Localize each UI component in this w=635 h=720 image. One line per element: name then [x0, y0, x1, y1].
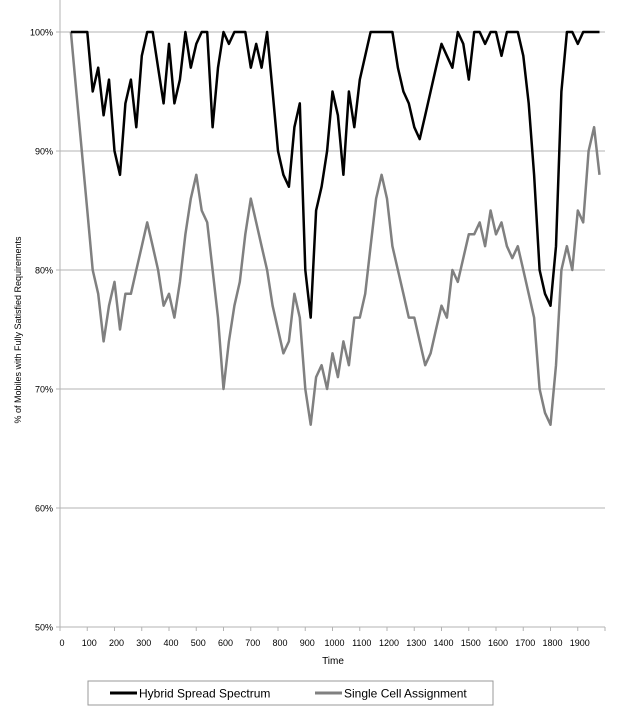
y-tick-label: 60% — [35, 504, 53, 514]
legend: Hybrid Spread Spectrum Single Cell Assig… — [87, 680, 494, 706]
legend-label-single-cell: Single Cell Assignment — [344, 687, 467, 701]
x-tick-label: 1600 — [488, 638, 508, 648]
series-line-single-cell-assignment — [69, 31, 601, 426]
legend-box — [87, 680, 494, 706]
y-tick-label: 100% — [30, 28, 53, 38]
x-tick-label: 1100 — [352, 638, 371, 648]
x-tick-label: 500 — [191, 638, 206, 648]
x-tick-label: 600 — [218, 638, 233, 648]
x-tick-label: 1500 — [461, 638, 481, 648]
gridlines — [60, 31, 605, 628]
x-tick-label: 1300 — [406, 638, 426, 648]
x-tick-label: 200 — [109, 638, 124, 648]
x-tick-label: 800 — [272, 638, 287, 648]
x-tick-label: 700 — [245, 638, 260, 648]
x-tick-label: 900 — [300, 638, 315, 648]
axes — [56, 0, 606, 631]
x-axis-label: Time — [322, 656, 344, 667]
y-axis-label: % of Mobiles with Fully Satisfied Requir… — [13, 236, 23, 424]
x-tick-labels: 0 100 200 300 400 500 600 700 800 900 1000 1100 1200… — [59, 638, 589, 648]
x-tick-label: 0 — [59, 638, 64, 648]
series-lines — [69, 30, 601, 426]
y-tick-label: 90% — [35, 147, 53, 157]
y-tick-label: 80% — [35, 266, 53, 276]
x-tick-label: 1200 — [379, 638, 399, 648]
x-tick-label: 1000 — [324, 638, 344, 648]
x-tick-label: 1700 — [515, 638, 535, 648]
x-tick-label: 1900 — [570, 638, 590, 648]
x-tick-label: 300 — [136, 638, 151, 648]
x-tick-label: 100 — [82, 638, 97, 648]
legend-label-hybrid: Hybrid Spread Spectrum — [139, 687, 270, 701]
y-tick-label: 70% — [35, 385, 53, 395]
x-tick-label: 400 — [163, 638, 178, 648]
y-tick-labels: 50% 60% 70% 80% 90% 100% — [30, 28, 53, 633]
x-tick-label: 1400 — [433, 638, 453, 648]
series-line-hybrid-spread-spectrum — [70, 30, 600, 319]
y-tick-label: 50% — [35, 623, 53, 633]
x-tick-label: 1800 — [542, 638, 562, 648]
